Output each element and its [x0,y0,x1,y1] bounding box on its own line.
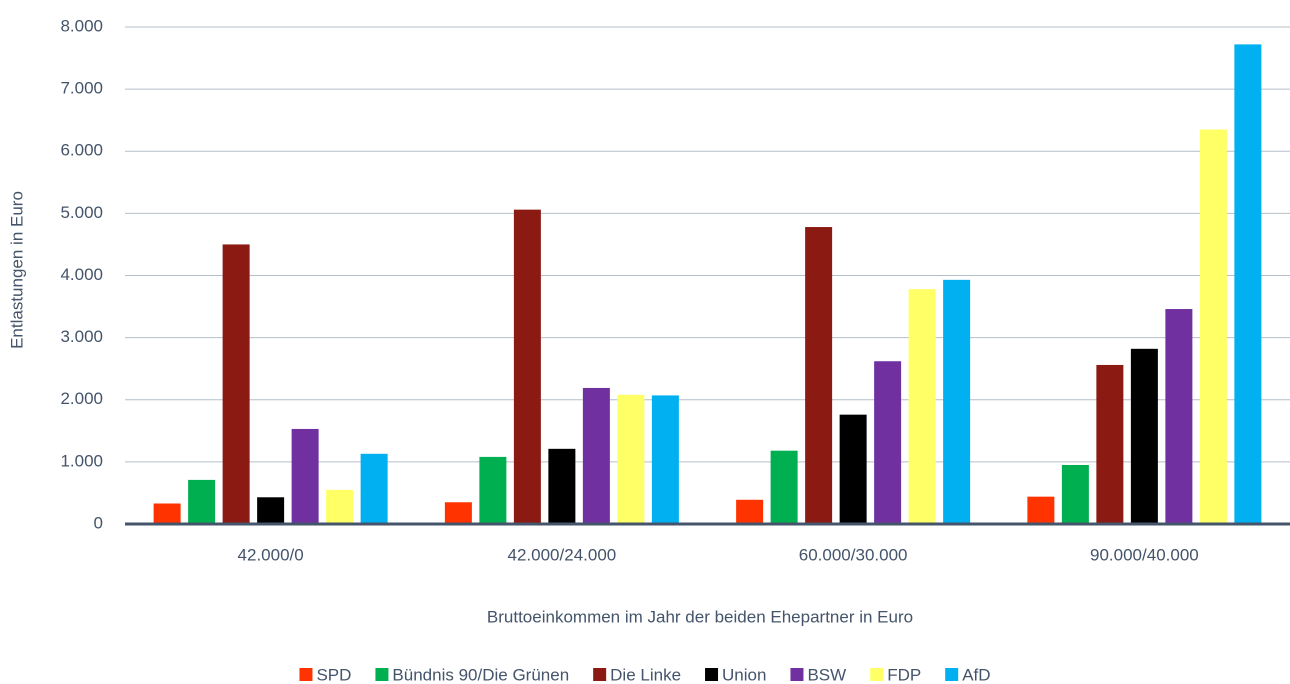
legend-swatch [870,668,884,681]
legend-label: SPD [316,665,351,684]
legend-swatch [790,668,804,681]
bar [1165,309,1193,524]
bar [839,414,867,524]
bar [1096,364,1124,524]
legend-swatch [705,668,719,681]
bar [548,448,576,524]
x-tick-label: 42.000/24.000 [508,545,617,564]
bar [736,499,764,524]
bar [326,489,354,524]
y-tick-label: 6.000 [60,141,103,160]
bar [360,453,388,524]
bar [291,428,319,524]
x-tick-label: 90.000/40.000 [1090,545,1199,564]
bar [188,479,216,524]
y-tick-label: 0 [94,513,103,532]
bar [651,395,679,524]
bar [1130,348,1158,524]
x-tick-label: 42.000/0 [238,545,304,564]
legend-swatch [945,668,959,681]
y-tick-label: 7.000 [60,79,103,98]
legend-label: Union [722,665,766,684]
legend-label: Die Linke [610,665,681,684]
bar [513,209,541,524]
legend-label: AfD [962,665,990,684]
y-tick-label: 3.000 [60,327,103,346]
y-tick-label: 1.000 [60,451,103,470]
y-axis-title: Entlastungen in Euro [7,191,26,349]
bar [582,387,610,524]
bar [222,244,250,524]
bar [1027,496,1055,524]
y-tick-label: 8.000 [60,16,103,35]
bar [1061,464,1089,524]
legend-swatch [375,668,389,681]
bar [617,394,645,524]
bar [444,502,472,524]
bar [805,227,833,525]
bar [874,361,902,524]
y-tick-label: 2.000 [60,389,103,408]
bar [1234,44,1262,525]
x-tick-label: 60.000/30.000 [799,545,908,564]
bar [1199,129,1227,524]
legend-label: BSW [807,665,846,684]
x-axis-title: Bruttoeinkommen im Jahr der beiden Ehepa… [487,607,913,626]
y-tick-label: 4.000 [60,265,103,284]
bar [908,289,936,524]
bar [153,503,181,524]
legend-swatch [593,668,607,681]
legend-swatch [299,668,313,681]
legend-label: FDP [887,665,921,684]
bar [479,456,507,524]
legend-label: Bündnis 90/Die Grünen [392,665,569,684]
y-tick-label: 5.000 [60,203,103,222]
bar [770,450,798,524]
bar [943,279,971,524]
bar [257,497,285,524]
